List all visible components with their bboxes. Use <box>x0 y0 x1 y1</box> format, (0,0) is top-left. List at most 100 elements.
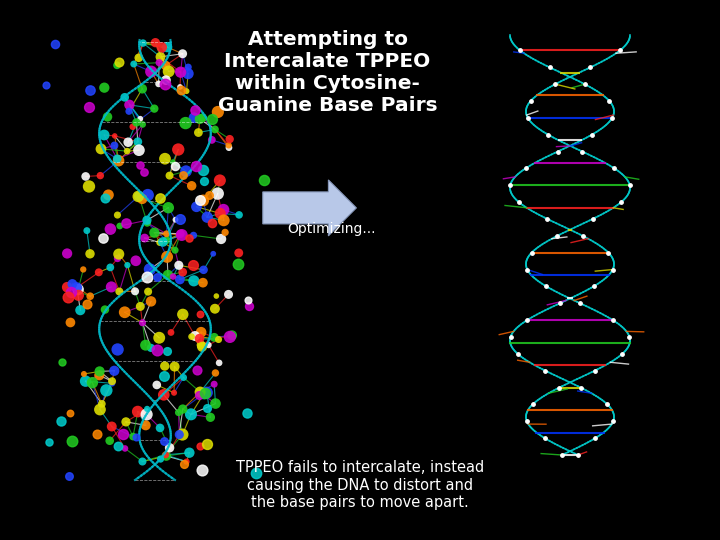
Point <box>602 400 613 409</box>
Point <box>94 371 105 380</box>
Point <box>186 332 197 341</box>
Point <box>215 235 227 244</box>
Point <box>161 236 172 245</box>
Point <box>512 349 523 358</box>
Point <box>99 83 110 92</box>
Point <box>84 292 96 301</box>
Point <box>185 410 197 418</box>
Point <box>78 265 89 274</box>
Point <box>169 161 181 170</box>
Point <box>158 372 169 380</box>
Point <box>197 113 208 122</box>
Point <box>168 388 180 397</box>
Point <box>174 275 186 284</box>
Point <box>144 265 156 274</box>
Point <box>539 367 551 375</box>
Point <box>65 288 76 297</box>
Point <box>226 331 238 340</box>
Point <box>521 417 533 426</box>
Point <box>130 256 142 265</box>
Point <box>194 442 205 450</box>
Point <box>186 181 197 190</box>
Point <box>214 176 225 185</box>
Point <box>194 390 205 399</box>
Point <box>210 125 221 134</box>
Point <box>114 57 125 66</box>
Point <box>155 194 166 202</box>
Point <box>120 444 131 453</box>
Point <box>243 302 255 310</box>
Point <box>80 377 91 386</box>
Point <box>554 299 566 308</box>
Point <box>119 93 130 102</box>
Point <box>155 455 166 463</box>
Point <box>188 231 199 240</box>
Point <box>55 416 66 425</box>
Point <box>607 265 618 274</box>
Point <box>50 40 61 49</box>
Point <box>161 347 173 356</box>
Point <box>616 349 628 358</box>
Point <box>138 39 149 48</box>
Point <box>94 367 105 376</box>
Point <box>161 253 173 261</box>
Point <box>194 195 206 204</box>
Point <box>188 276 199 285</box>
Point <box>104 436 115 445</box>
Text: Optimizing...: Optimizing... <box>287 222 375 237</box>
Point <box>526 248 537 257</box>
Point <box>112 442 124 450</box>
Point <box>135 114 146 123</box>
Point <box>173 145 184 154</box>
Point <box>222 290 234 299</box>
Point <box>178 460 189 468</box>
Point <box>41 80 53 89</box>
Point <box>589 367 600 375</box>
Point <box>218 216 230 225</box>
Point <box>177 310 189 319</box>
Point <box>158 390 169 399</box>
Point <box>120 417 132 426</box>
Point <box>91 429 102 438</box>
Point <box>140 341 151 349</box>
Point <box>549 80 561 89</box>
Point <box>197 342 208 351</box>
Point <box>151 346 163 354</box>
Point <box>207 115 218 124</box>
Point <box>187 261 199 269</box>
Point <box>203 191 215 199</box>
Point <box>579 80 590 89</box>
Point <box>174 214 186 223</box>
Point <box>575 383 587 392</box>
Point <box>577 232 588 240</box>
Point <box>520 164 531 173</box>
Point <box>624 333 635 341</box>
Point <box>65 318 76 327</box>
Point <box>180 119 192 127</box>
Point <box>120 219 132 227</box>
Point <box>99 194 111 202</box>
Point <box>94 405 106 414</box>
Point <box>159 154 171 163</box>
Point <box>151 381 163 389</box>
Point <box>159 362 171 370</box>
Point <box>140 421 151 430</box>
Point <box>175 68 186 77</box>
Point <box>233 211 245 219</box>
Point <box>177 50 189 58</box>
Point <box>109 141 120 150</box>
Point <box>117 430 129 439</box>
Point <box>103 191 114 199</box>
Point <box>104 263 116 272</box>
Point <box>109 132 120 140</box>
Point <box>128 60 140 69</box>
Point <box>608 164 620 173</box>
Point <box>132 137 143 146</box>
Point <box>66 280 78 288</box>
Point <box>201 388 212 397</box>
Point <box>141 219 153 227</box>
Point <box>181 87 192 96</box>
Point <box>133 146 145 154</box>
Point <box>119 308 130 316</box>
Point <box>258 176 270 184</box>
